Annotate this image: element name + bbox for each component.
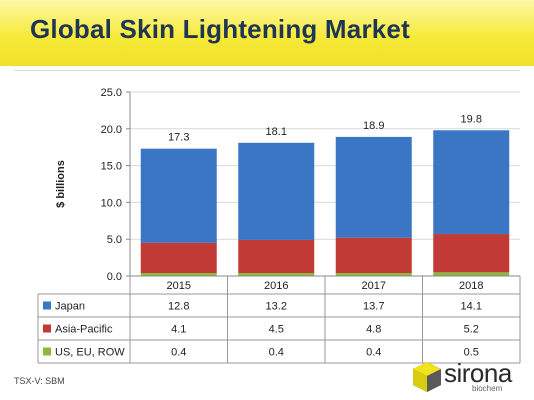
bar-segment (140, 273, 217, 276)
legend-label: Japan (55, 301, 85, 313)
table-cell-value: 0.4 (366, 347, 381, 359)
bar-segment (238, 273, 315, 276)
company-logo: sirona biochem (410, 356, 530, 396)
bar-total-label: 17.3 (168, 132, 189, 144)
y-tick-label: 25.0 (101, 87, 122, 99)
legend-swatch (43, 347, 51, 356)
sirona-cube-icon (413, 362, 441, 392)
bar-segment (238, 239, 315, 274)
y-tick-label: 0.0 (107, 271, 122, 283)
bar-segment (140, 148, 217, 243)
logo-wordmark: sirona (444, 358, 512, 388)
table-cell-value: 4.8 (366, 324, 381, 336)
bar-total-label: 19.8 (461, 113, 482, 125)
x-tick-label: 2018 (459, 280, 483, 292)
bar-total-label: 18.9 (363, 120, 384, 132)
y-tick-label: 10.0 (101, 197, 122, 209)
title-bar: Global Skin Lightening Market (0, 0, 534, 66)
y-tick-label: 20.0 (101, 124, 122, 136)
footer-ticker: TSX-V: SBM (14, 376, 65, 386)
table-cell-value: 5.2 (464, 324, 479, 336)
y-axis-label: $ billions (55, 160, 67, 208)
table-cell-value: 0.4 (171, 347, 186, 359)
legend-swatch (43, 301, 51, 310)
bar-segment (335, 273, 412, 276)
bar-segment (238, 142, 315, 240)
table-cell-value: 4.1 (171, 324, 186, 336)
table-cell-value: 0.5 (464, 347, 479, 359)
bar-segment (433, 234, 510, 273)
legend-label: US, EU, ROW (55, 347, 125, 359)
bar-segment (335, 237, 412, 274)
x-tick-label: 2016 (264, 280, 288, 292)
logo-subtitle: biochem (472, 384, 503, 393)
page-title: Global Skin Lightening Market (30, 14, 410, 44)
table-cell-value: 13.2 (266, 301, 287, 313)
table-cell-value: 4.5 (269, 324, 284, 336)
bar-segment (433, 130, 510, 235)
bar-segment (433, 272, 510, 276)
table-cell-value: 0.4 (269, 347, 284, 359)
y-tick-label: 5.0 (107, 234, 122, 246)
title-divider (14, 70, 520, 71)
legend-swatch (43, 324, 51, 333)
bar-segment (140, 242, 217, 274)
bar-segment (335, 136, 412, 238)
table-cell-value: 14.1 (461, 301, 482, 313)
x-tick-label: 2017 (362, 280, 386, 292)
x-tick-label: 2015 (167, 280, 191, 292)
table-cell-value: 13.7 (363, 301, 384, 313)
table-cell-value: 12.8 (168, 301, 189, 313)
legend-label: Asia-Pacific (55, 324, 113, 336)
bar-total-label: 18.1 (266, 126, 287, 138)
y-tick-label: 15.0 (101, 161, 122, 173)
